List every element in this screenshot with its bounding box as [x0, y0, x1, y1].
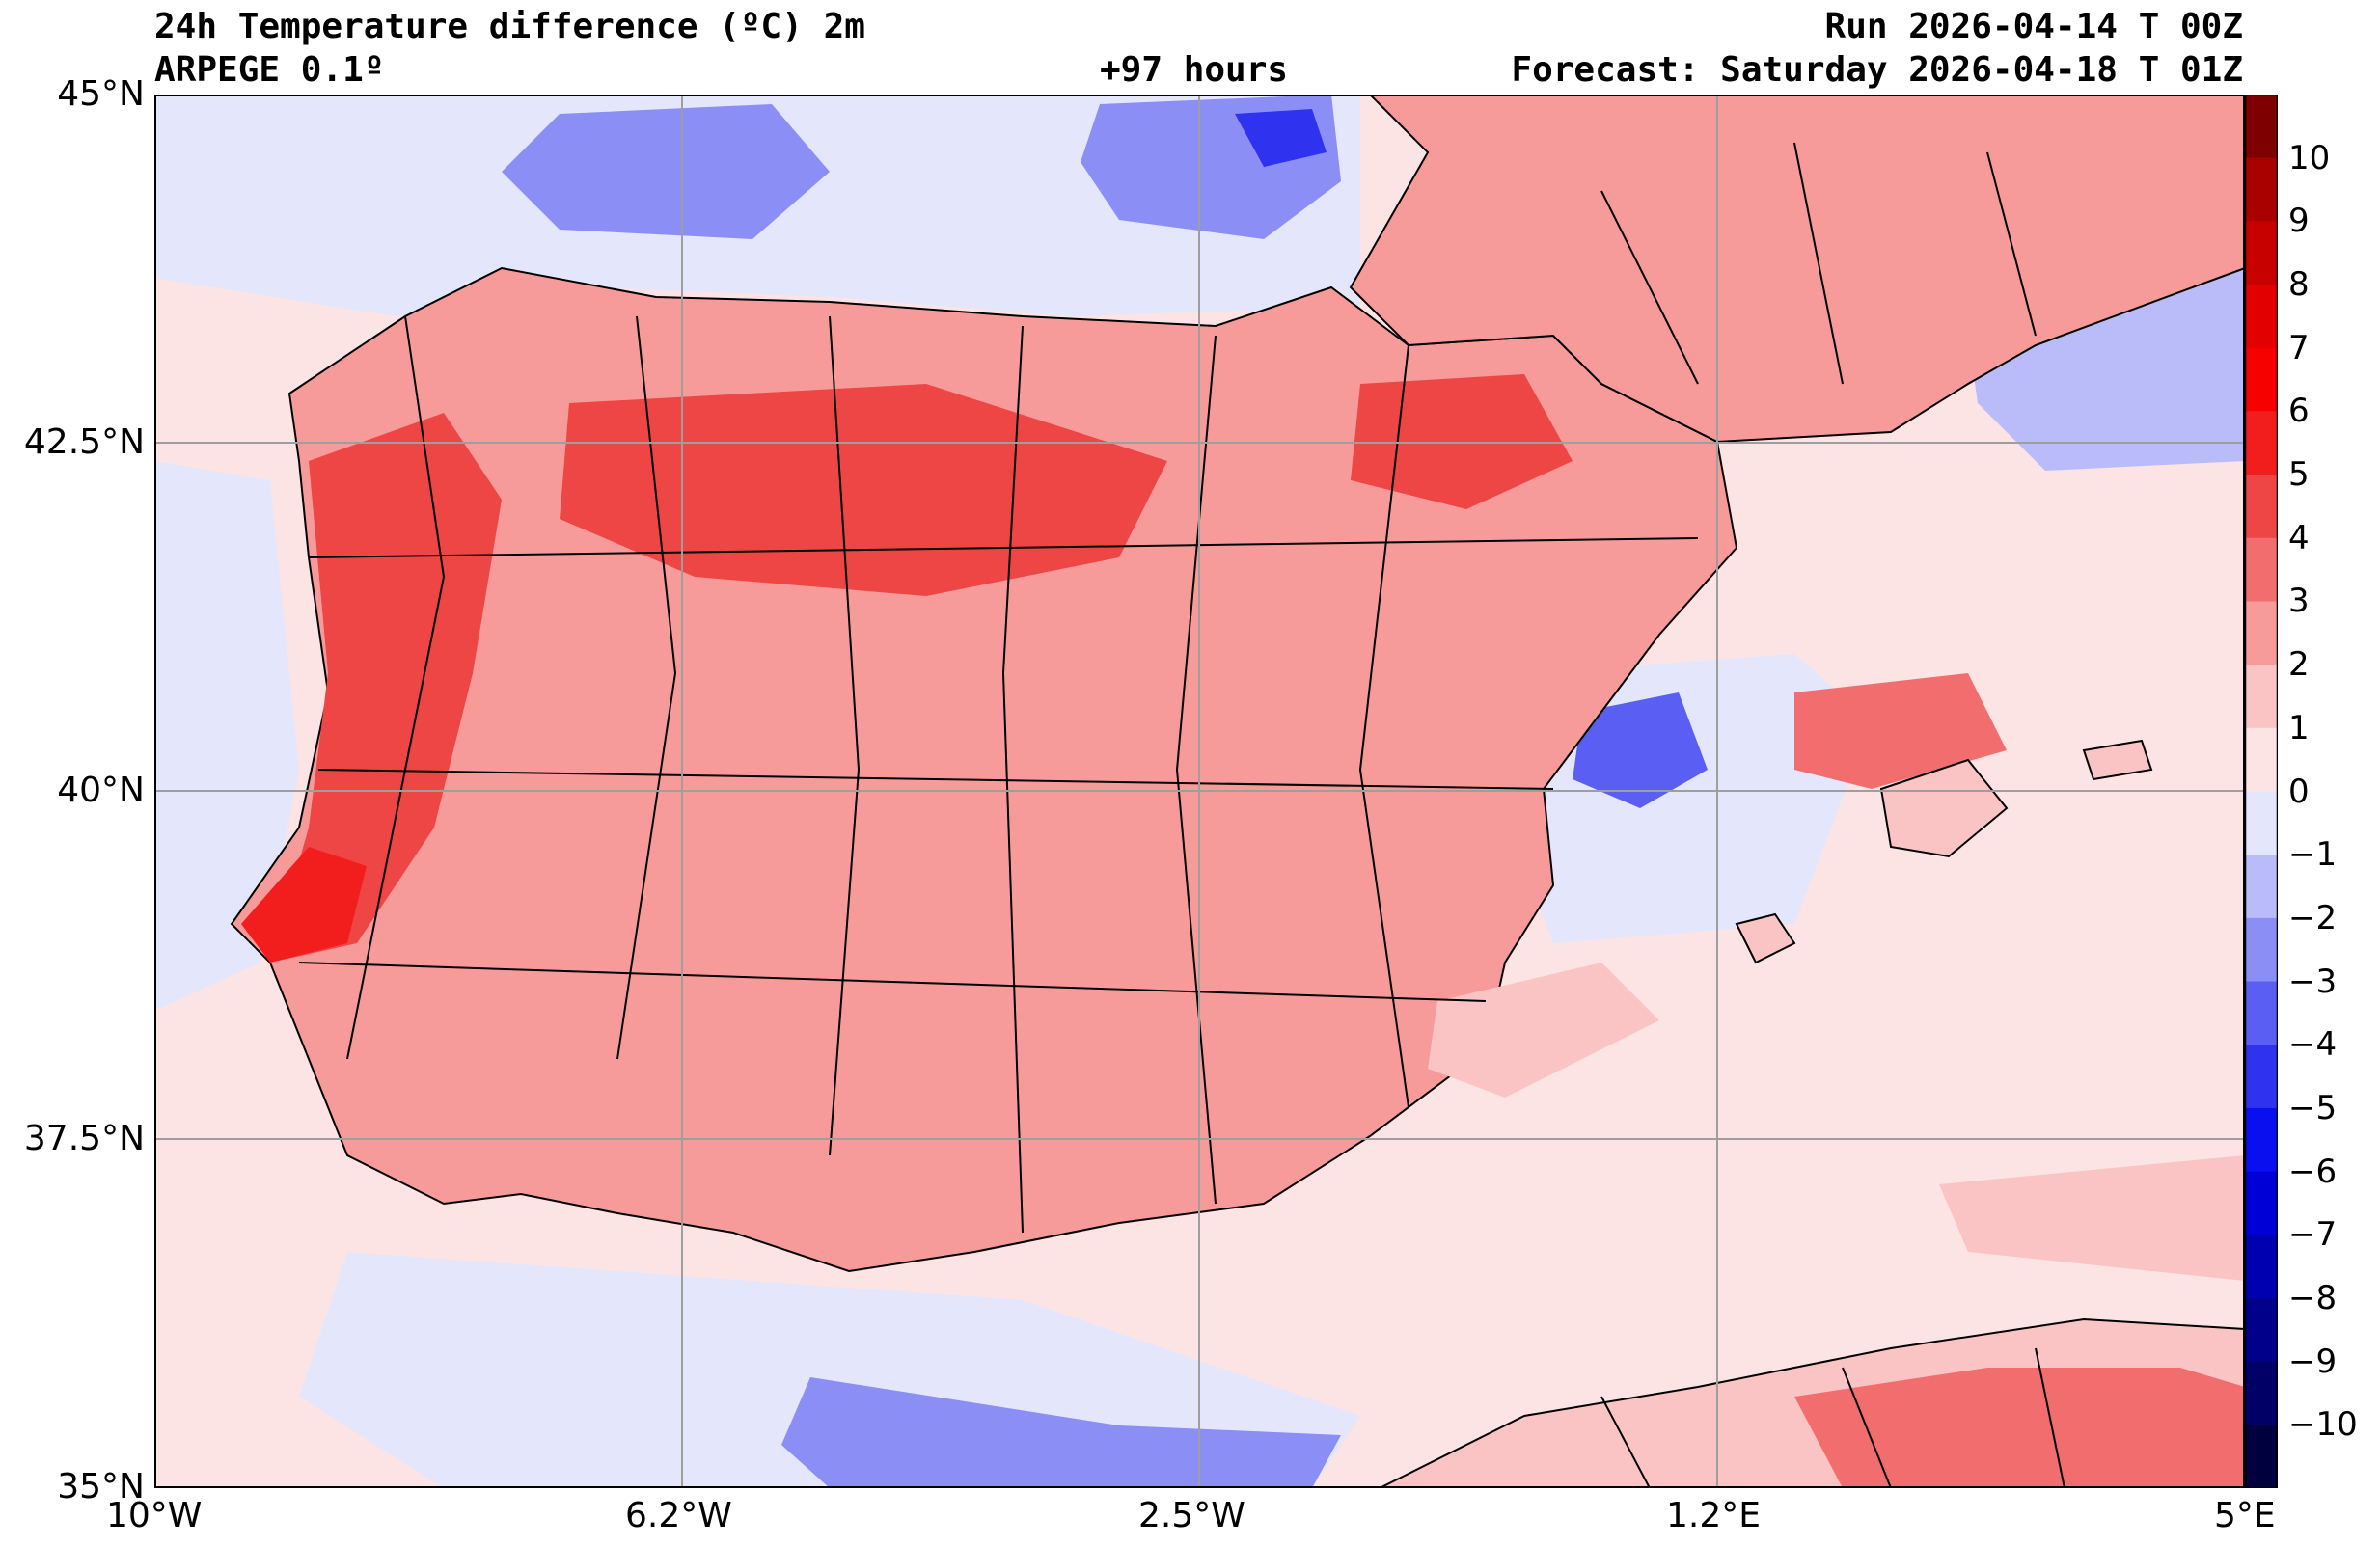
colorbar-band: [2245, 221, 2278, 285]
mallorca-island: [1879, 758, 2009, 858]
colorbar-band: [2245, 411, 2278, 475]
lat-label-37-5n: 37.5°N: [23, 1119, 145, 1158]
colorbar-band: [2245, 917, 2278, 983]
run-label: Run 2026-04-14 T 00Z: [1824, 7, 2243, 46]
colorbar-band: [2245, 347, 2278, 412]
colorbar-band: [2245, 1107, 2278, 1173]
lat-label-42-5n: 42.5°N: [23, 422, 145, 462]
lon-label-2-5w: 2.5°W: [1138, 1496, 1245, 1535]
colorbar-band: [2245, 285, 2278, 349]
colorbar-label: 3: [2288, 582, 2310, 621]
colorbar-label: 5: [2288, 455, 2310, 495]
africa-land-hot: [1794, 1368, 2245, 1488]
colorbar-label: 8: [2288, 265, 2310, 305]
forecast-label: Forecast: Saturday 2026-04-18 T 01Z: [1511, 50, 2243, 90]
colorbar-frame: [2245, 95, 2278, 1488]
cool-area-atlantic: [154, 461, 299, 1011]
warm-area-gulf-lion: [1428, 963, 1659, 1098]
colorbar-label: 10: [2288, 138, 2331, 177]
cold-area-biscay-core: [502, 104, 830, 239]
colorbar-label: 6: [2288, 392, 2310, 431]
lon-label-10w: 10°W: [106, 1496, 203, 1535]
colorbar-band: [2245, 727, 2278, 792]
colorbar-band: [2245, 95, 2278, 159]
colorbar-label: 2: [2288, 645, 2310, 685]
colorbar-band: [2245, 1425, 2278, 1488]
colorbar-label: −7: [2288, 1215, 2338, 1255]
colorbar-band: [2245, 1235, 2278, 1299]
lat-label-40n: 40°N: [57, 771, 145, 810]
colorbar-label: 4: [2288, 518, 2310, 557]
colorbar-label: −2: [2288, 898, 2338, 937]
colorbar-band: [2245, 157, 2278, 222]
map-frame: [154, 95, 2245, 1488]
ibiza-island: [1735, 912, 1796, 964]
colorbar-band: [2245, 475, 2278, 539]
colorbar-label: −8: [2288, 1278, 2338, 1317]
lat-label-35n: 35°N: [57, 1467, 145, 1506]
hot-core-lisbon: [241, 847, 367, 963]
cold-core-biscay: [1235, 109, 1327, 167]
cold-area-alboran: [781, 1377, 1341, 1488]
grid-lines: [154, 95, 2245, 1488]
menorca-island: [2082, 739, 2153, 781]
lon-label-1-2e: 1.2°E: [1666, 1496, 1761, 1535]
hot-area-north-meseta: [560, 384, 1167, 596]
colorbar-label: 0: [2288, 772, 2310, 811]
lon-label-6-2w: 6.2°W: [625, 1496, 732, 1535]
colorbar-label: −10: [2288, 1405, 2358, 1445]
colorbar-label: −3: [2288, 962, 2338, 1001]
colorbar-band: [2245, 855, 2278, 919]
temperature-difference-map: [154, 95, 2245, 1488]
colorbar-band: [2245, 791, 2278, 855]
lon-label-5e: 5°E: [2214, 1496, 2276, 1535]
colorbar-band: [2245, 1361, 2278, 1425]
colorbar-band: [2245, 1045, 2278, 1109]
colorbar-band: [2245, 1171, 2278, 1235]
warm-area-balearic-sea: [1794, 673, 2007, 789]
cold-core-valencia: [1573, 692, 1708, 808]
warm-area-algeria-coast: [1939, 1155, 2245, 1281]
colorbar-label: −5: [2288, 1088, 2338, 1127]
colorbar-label: 1: [2288, 708, 2310, 747]
lead-time-label: +97 hours: [1100, 50, 1289, 90]
province-borders: [298, 142, 2065, 1488]
colorbar-label: −6: [2288, 1152, 2338, 1191]
colorbar-band: [2245, 1297, 2278, 1363]
colorbar-label: −1: [2288, 835, 2338, 875]
colorbar-label: −4: [2288, 1025, 2338, 1065]
colorbar-label: −9: [2288, 1342, 2338, 1381]
map-title: 24h Temperature difference (ºC) 2m: [154, 7, 865, 46]
colorbar-band: [2245, 601, 2278, 665]
colorbar: [2245, 95, 2278, 1488]
hot-area-portugal: [270, 413, 502, 963]
colorbar-band: [2245, 665, 2278, 729]
lat-label-45n: 45°N: [57, 74, 145, 114]
colorbar-band: [2245, 537, 2278, 602]
colorbar-label: 9: [2288, 202, 2310, 241]
model-label: ARPEGE 0.1º: [154, 50, 385, 90]
colorbar-label: 7: [2288, 328, 2310, 367]
colorbar-band: [2245, 981, 2278, 1045]
